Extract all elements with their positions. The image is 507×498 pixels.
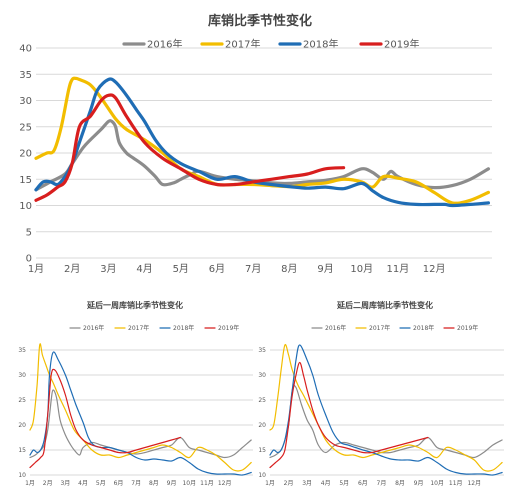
x-tick-label: 7月 [245,263,261,275]
series-lines [34,76,490,208]
y-tick-label: 15 [258,447,266,454]
y-tick-label: 10 [258,472,266,479]
y-axis-ticks: 10 15 20 25 30 35 [258,347,266,479]
x-tick-label: 1月 [265,480,275,487]
y-tick-label: 10 [19,201,32,212]
y-axis-ticks: 0 5 10 15 20 25 30 35 40 [19,44,32,265]
x-axis-ticks: 1月 2月 3月 4月 5月 6月 7月 8月 9月 10月 11月 12月 [25,480,231,487]
series-line-2017年 [29,343,252,472]
x-tick-label: 11月 [449,480,463,487]
series-line-2017年 [269,343,503,472]
x-tick-label: 8月 [149,480,159,487]
x-tick-label: 12月 [467,480,481,487]
x-tick-label: 8月 [395,480,405,487]
x-tick-label: 12月 [423,263,446,275]
gridlines [36,47,492,259]
legend: 2016年 2017年 2018年 2019年 [311,324,478,332]
y-tick-label: 25 [18,397,26,404]
x-tick-label: 9月 [317,263,333,275]
x-tick-label: 5月 [339,480,349,487]
x-tick-label: 9月 [167,480,177,487]
x-tick-label: 4月 [321,480,331,487]
x-tick-label: 1月 [25,480,35,487]
x-tick-label: 4月 [78,480,88,487]
x-tick-label: 3月 [100,263,116,275]
x-tick-label: 5月 [96,480,106,487]
y-tick-label: 25 [258,397,266,404]
y-tick-label: 0 [26,254,32,265]
y-tick-label: 15 [18,447,26,454]
x-axis-ticks: 1月 2月 3月 4月 5月 6月 7月 8月 9月 10月 11月 12月 [265,480,481,487]
chart-title: 延后二周库销比季节性变化 [336,300,433,310]
y-tick-label: 40 [19,44,32,55]
y-tick-label: 20 [258,422,266,429]
series-line-2019年 [29,368,181,469]
y-tick-label: 20 [18,422,26,429]
y-tick-label: 25 [19,122,32,133]
legend-label: 2016年 [147,38,182,51]
series-line-2019年 [269,361,429,469]
y-tick-label: 35 [258,347,266,354]
x-tick-label: 2月 [64,263,80,275]
chart-title: 库销比季节性变化 [208,13,312,29]
legend-label: 2019年 [457,324,478,332]
x-tick-label: 6月 [358,480,368,487]
small-chart-right: 延后二周库销比季节性变化 2016年 2017年 2018年 2019年 10 15 20… [258,300,504,487]
series-line-2019年 [34,93,346,202]
x-tick-label: 4月 [136,263,152,275]
y-tick-label: 35 [18,347,26,354]
y-tick-label: 5 [26,227,32,238]
y-tick-label: 30 [18,372,26,379]
legend-label: 2017年 [128,324,149,332]
x-tick-label: 2月 [43,480,53,487]
legend: 2016年 2017年 2018年 2019年 [69,324,239,332]
legend-label: 2017年 [225,38,260,51]
gridlines [270,349,504,476]
legend-label: 2018年 [303,38,338,51]
series-lines [269,343,503,476]
x-tick-label: 7月 [131,480,141,487]
x-tick-label: 6月 [209,263,225,275]
legend-label: 2016年 [325,324,346,332]
x-tick-label: 11月 [200,480,214,487]
legend-label: 2019年 [384,38,419,51]
x-tick-label: 10月 [430,480,444,487]
series-lines [29,343,252,476]
x-tick-label: 10月 [182,480,196,487]
legend-label: 2017年 [369,324,390,332]
legend: 2016年 2017年 2018年 2019年 [122,38,419,51]
x-tick-label: 1月 [28,263,44,275]
x-tick-label: 8月 [281,263,297,275]
x-tick-label: 5月 [173,263,189,275]
x-tick-label: 3月 [60,480,70,487]
x-tick-label: 2月 [284,480,294,487]
series-line-2016年 [34,119,490,192]
series-line-2018年 [34,77,490,208]
legend-label: 2019年 [218,324,239,332]
chart-title: 延后一周库销比季节性变化 [86,300,183,310]
x-tick-label: 10月 [350,263,373,275]
y-tick-label: 20 [19,149,32,160]
x-axis-ticks: 1月 2月 3月 4月 5月 6月 7月 8月 9月 10月 11月 12月 [28,263,446,275]
y-tick-label: 10 [18,472,26,479]
y-axis-ticks: 10 15 20 25 30 35 [18,347,26,479]
y-tick-label: 30 [19,96,32,107]
x-tick-label: 7月 [377,480,387,487]
legend-label: 2016年 [83,324,104,332]
y-tick-label: 30 [258,372,266,379]
small-chart-left: 延后一周库销比季节性变化 2016年 2017年 2018年 2019年 10 15 20… [18,300,253,487]
x-tick-label: 11月 [387,263,410,275]
y-tick-label: 35 [19,70,32,81]
y-tick-label: 15 [19,175,32,186]
legend-label: 2018年 [413,324,434,332]
main-chart: 库销比季节性变化 2016年 2017年 2018年 2019年 0 5 10 15 20 25… [19,13,492,275]
x-tick-label: 9月 [414,480,424,487]
legend-label: 2018年 [173,324,194,332]
x-tick-label: 3月 [302,480,312,487]
x-tick-label: 12月 [218,480,232,487]
x-tick-label: 6月 [114,480,124,487]
series-line-2016年 [269,384,503,459]
